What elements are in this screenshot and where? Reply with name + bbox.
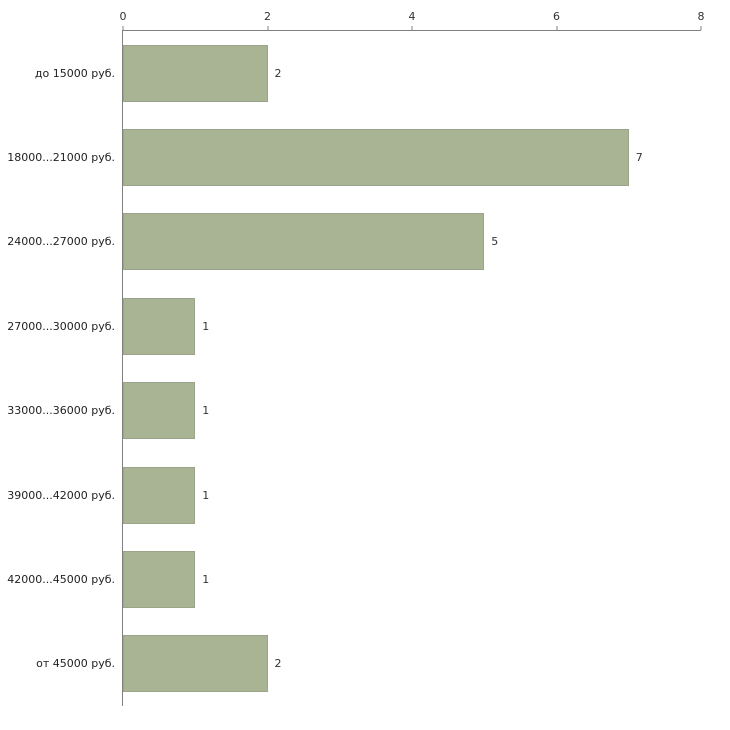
chart-row: от 45000 руб. 2 [36,622,701,706]
bar [123,129,629,187]
x-axis-tick-label: 8 [697,10,705,23]
x-axis-tick-label: 0 [119,10,127,23]
plot-area: 0 2 4 6 8 до 15000 руб. 2 18000...21000 руб. 7 2… [7,10,705,706]
category-label: до 15000 руб. [34,66,115,80]
chart-row: 24000...27000 руб. 5 [7,200,701,284]
chart-row: 33000...36000 руб. 1 [7,369,701,453]
bar [123,297,196,355]
category-label: 24000...27000 руб. [7,235,115,249]
x-axis-tick [556,26,557,30]
x-axis-tick [267,26,268,30]
category-label: 39000...42000 руб. [7,488,115,502]
category-label: 33000...36000 руб. [7,404,115,418]
bar [123,466,196,524]
chart-row: 42000...45000 руб. 1 [7,537,701,621]
x-axis-tick [700,26,702,30]
value-label: 1 [202,572,210,586]
value-label: 1 [202,404,210,418]
value-label: 7 [635,151,643,165]
bar [123,213,485,271]
value-label: 5 [491,235,499,249]
category-label: 27000...30000 руб. [7,319,115,333]
chart-row: 27000...30000 руб. 1 [7,284,701,368]
bar [123,550,196,608]
bar [123,382,196,440]
bar [123,44,268,102]
category-label: 18000...21000 руб. [7,151,115,165]
value-label: 2 [274,657,282,671]
category-label: от 45000 руб. [36,657,115,671]
bar [123,635,268,693]
chart-row: 18000...21000 руб. 7 [7,115,701,199]
x-axis-tick-label: 4 [408,10,416,23]
value-label: 1 [202,319,210,333]
x-axis-tick [122,26,124,30]
value-label: 1 [202,488,210,502]
bar-rows: до 15000 руб. 2 18000...21000 руб. 7 24000..… [7,31,701,706]
x-axis-tick-label: 6 [553,10,560,23]
x-axis-tick [411,26,413,30]
chart-row: 39000...42000 руб. 1 [7,453,701,537]
x-axis-tick-label: 2 [264,10,271,23]
value-label: 2 [274,66,282,80]
chart-row: до 15000 руб. 2 [35,31,701,115]
category-label: 42000...45000 руб. [7,572,115,586]
